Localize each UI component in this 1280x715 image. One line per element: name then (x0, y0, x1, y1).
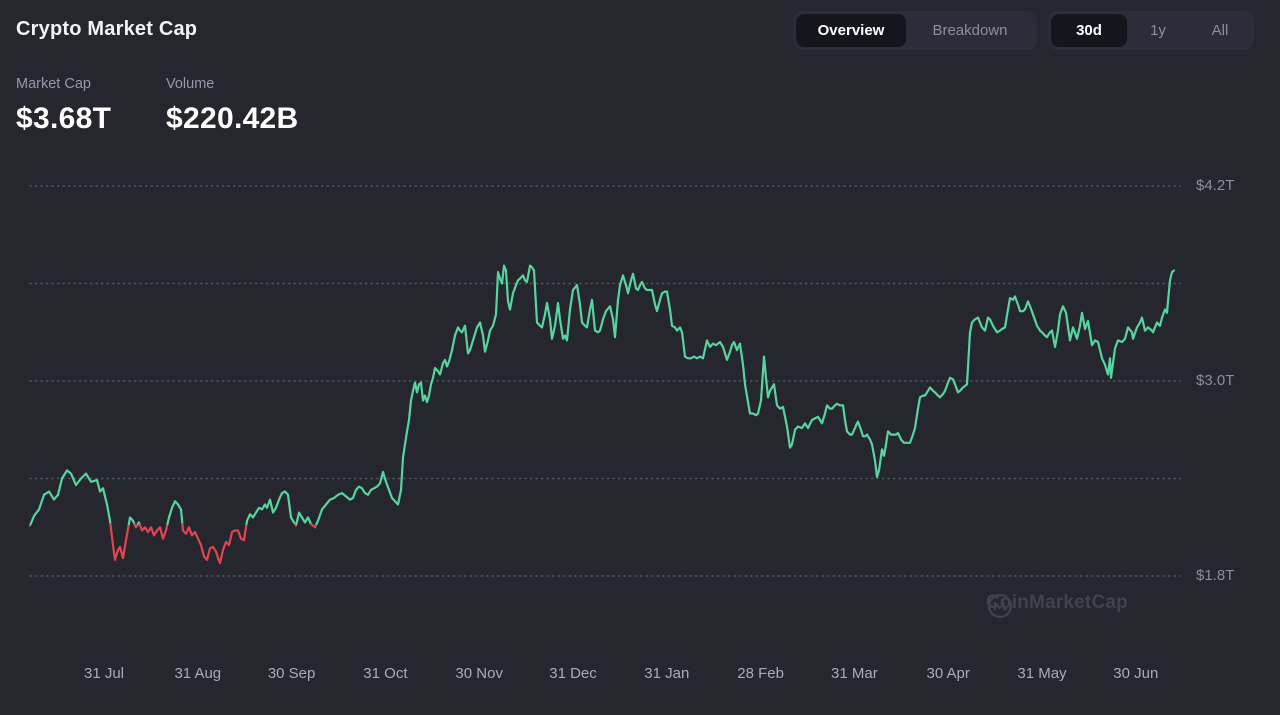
range-toggle-1y[interactable]: 1y (1150, 22, 1166, 39)
x-axis-label: 28 Feb (737, 665, 784, 682)
chart-canvas[interactable] (0, 160, 1280, 715)
x-axis-label: 31 Dec (549, 665, 597, 682)
x-axis-label: 30 Jun (1113, 665, 1159, 682)
view-toggle-breakdown[interactable]: Breakdown (932, 22, 1008, 39)
price-line-down-segment (133, 522, 140, 529)
x-axis-label: 31 Oct (363, 665, 408, 682)
x-axis-label: 30 Sep (267, 665, 316, 682)
price-line-up-segment (29, 469, 112, 526)
price-line-down-segment (309, 522, 318, 529)
view-toggle: Overview Breakdown (793, 11, 1037, 50)
page-title: Crypto Market Cap (16, 18, 198, 40)
market-cap-chart[interactable]: $4.2T $3.0T $1.8T 31 Jul 31 Aug 30 Sep 31 Oct… (0, 160, 1280, 715)
price-line-up-segment (315, 264, 1176, 526)
price-line-up-segment (127, 516, 136, 526)
price-line-down-segment (109, 522, 130, 561)
x-axis-label: 31 May (1017, 665, 1067, 682)
view-toggle-overview[interactable]: Overview (796, 14, 906, 47)
coinmarketcap-watermark: CoinMarketCap (986, 592, 1128, 619)
stat-market-cap: Market Cap $3.68T (16, 76, 111, 136)
coinmarketcap-watermark-label: CoinMarketCap (986, 592, 1128, 613)
price-line-up-segment (245, 490, 297, 526)
coinmarketcap-logo-icon (987, 593, 1013, 619)
x-axis-label: 30 Nov (455, 665, 503, 682)
range-toggle: 30d 1y All (1048, 11, 1254, 50)
y-axis-label: $4.2T (1196, 177, 1235, 194)
market-cap-label: Market Cap (16, 76, 91, 92)
price-line-up-segment (295, 511, 313, 526)
volume-value: $220.42B (166, 102, 299, 135)
stat-volume: Volume $220.42B (166, 76, 299, 136)
range-toggle-30d[interactable]: 30d (1051, 14, 1127, 47)
x-axis-label: 31 Jul (83, 665, 125, 682)
x-axis-label: 31 Mar (831, 665, 878, 682)
y-axis-label: $3.0T (1196, 372, 1235, 389)
market-cap-value: $3.68T (16, 102, 112, 135)
x-axis-label: 31 Aug (174, 665, 222, 682)
price-line-down-segment (181, 522, 248, 565)
volume-label: Volume (166, 76, 215, 92)
x-axis-label: 31 Jan (644, 665, 690, 682)
price-line-up-segment (166, 500, 184, 526)
y-axis-label: $1.8T (1196, 567, 1235, 584)
x-axis-label: 30 Apr (926, 665, 970, 682)
range-toggle-all[interactable]: All (1211, 22, 1229, 39)
price-line-down-segment (138, 522, 169, 540)
